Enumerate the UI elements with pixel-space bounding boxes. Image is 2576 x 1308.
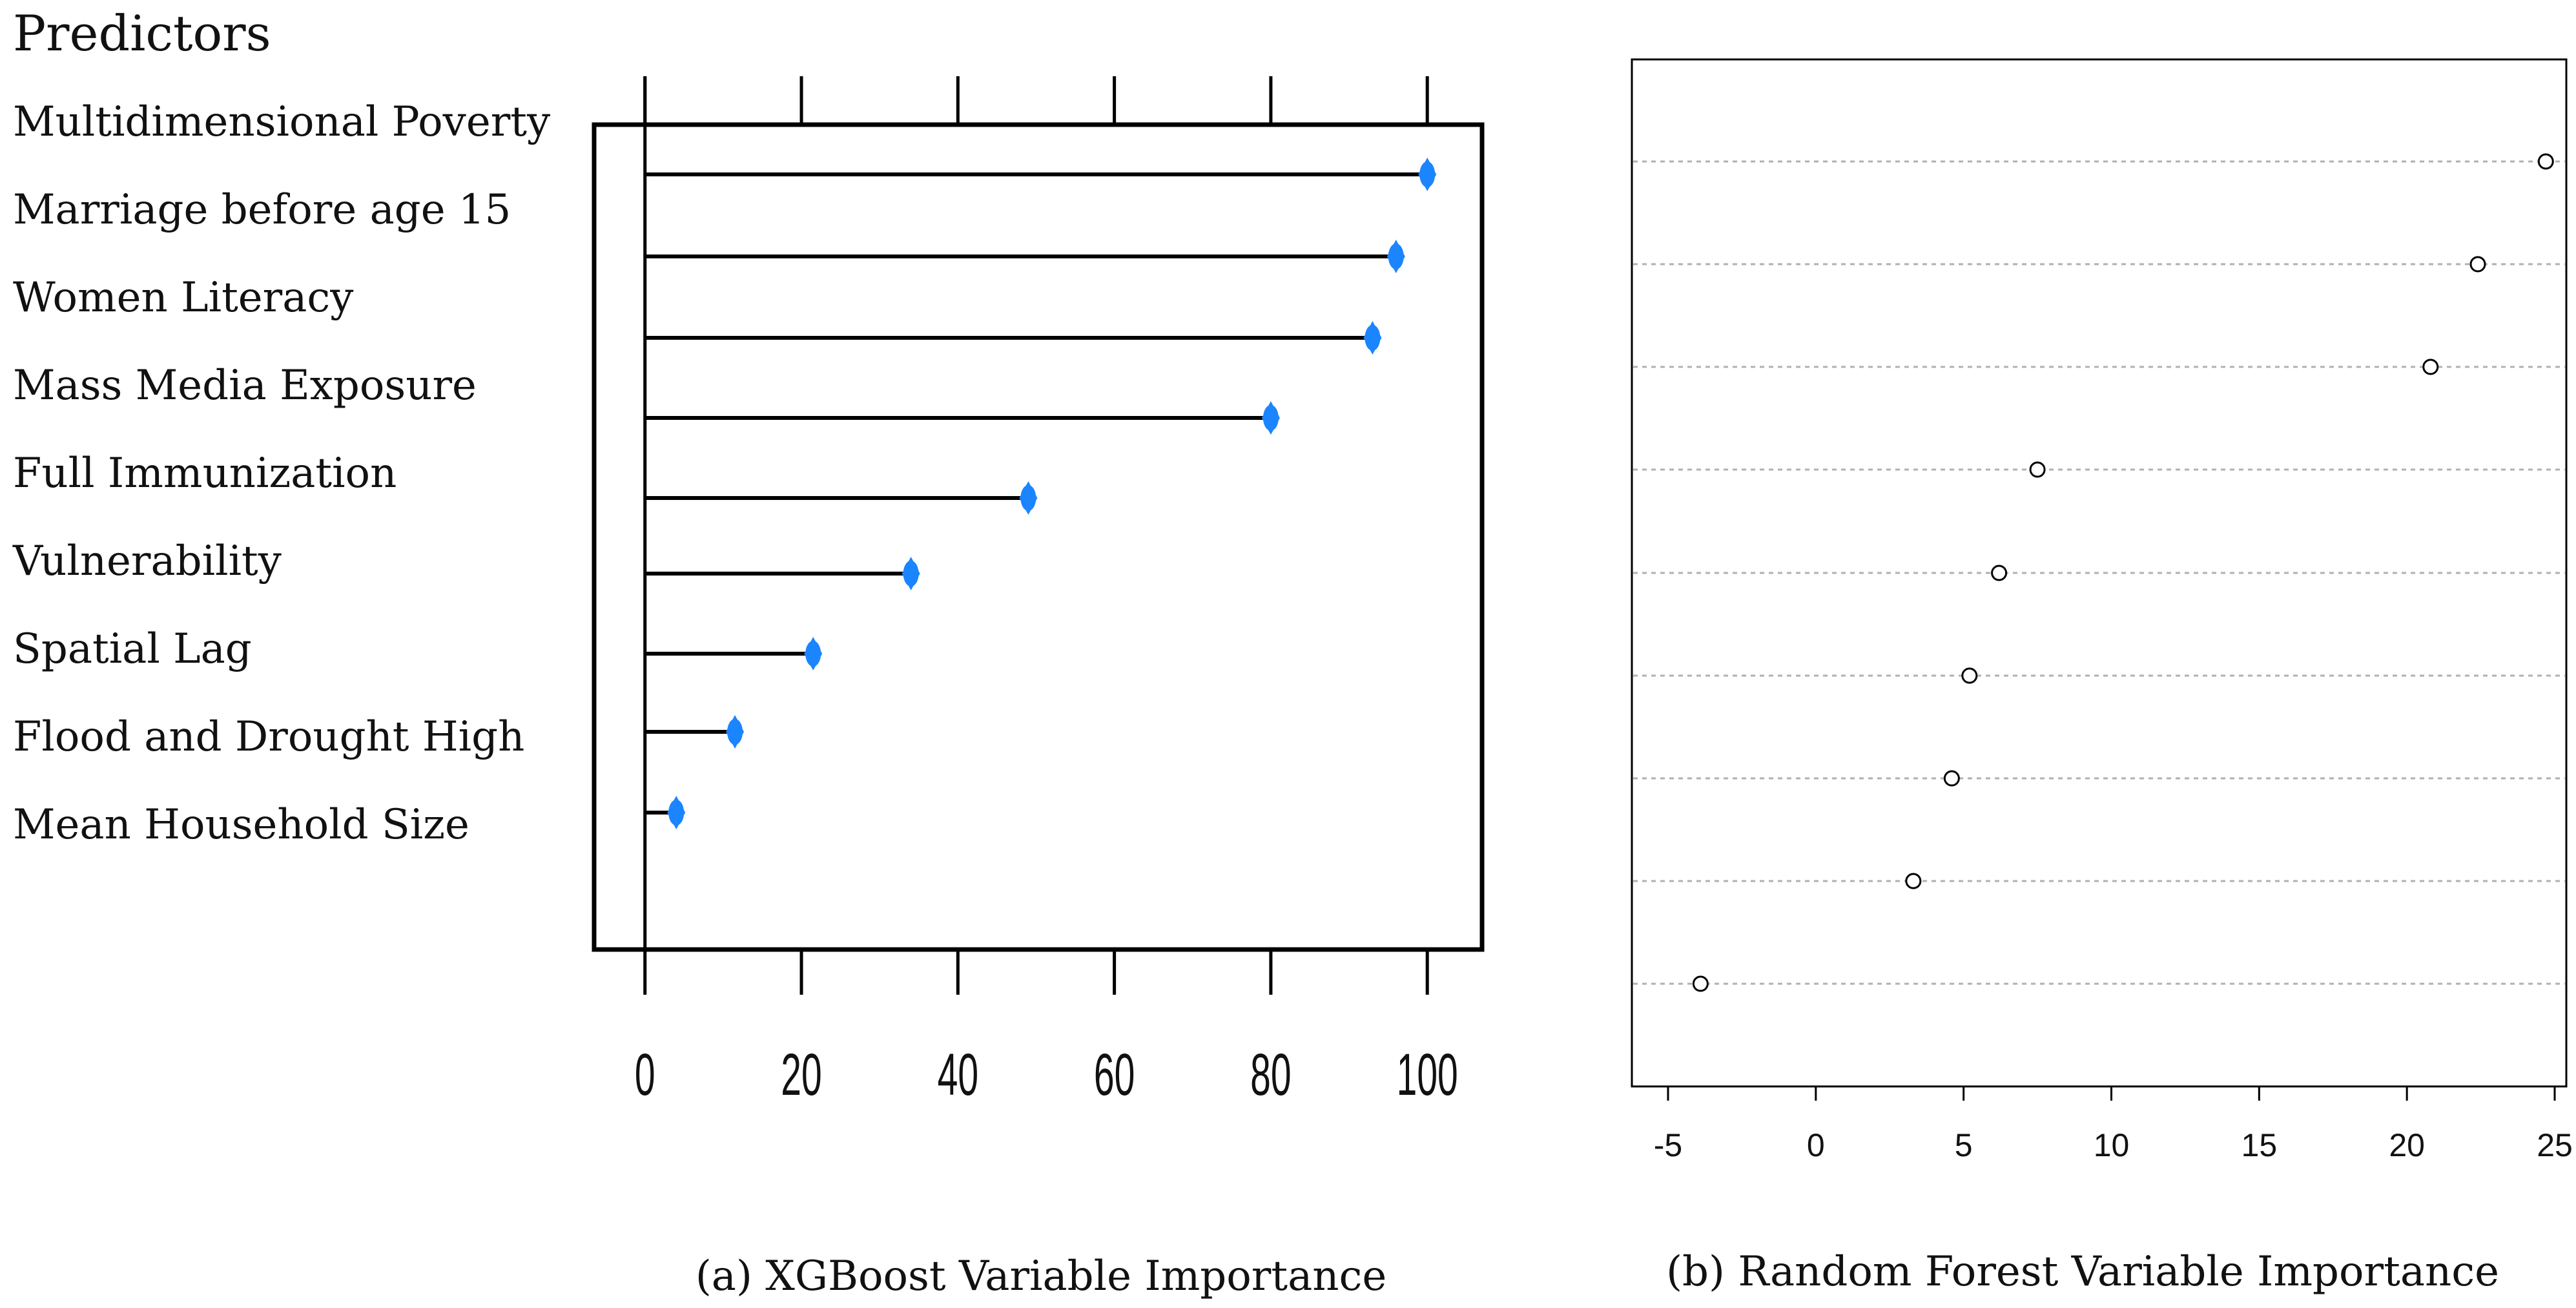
random-forest-point xyxy=(2469,256,2486,273)
predictor-label: Full Immunization xyxy=(13,450,397,497)
xgboost-point-core xyxy=(1020,485,1036,511)
xgboost-tick-label: 40 xyxy=(938,1042,978,1108)
random-forest-point xyxy=(2537,153,2554,170)
xgboost-tick-label: 80 xyxy=(1250,1042,1291,1108)
predictor-label: Women Literacy xyxy=(13,274,353,322)
predictor-labels: Predictors Multidimensional Poverty Marr… xyxy=(12,5,550,849)
xgboost-point-core xyxy=(1365,325,1381,351)
xgboost-point-core xyxy=(727,719,743,745)
random-forest-tick-label: 5 xyxy=(1955,1127,1973,1163)
random-forest-point xyxy=(2422,358,2439,375)
random-forest-point xyxy=(1961,667,1978,684)
predictor-label: Marriage before age 15 xyxy=(13,186,511,234)
random-forest-points xyxy=(1692,153,2554,992)
xgboost-point-core xyxy=(805,641,821,667)
random-forest-tick-label: -5 xyxy=(1654,1127,1682,1163)
predictor-label: Mean Household Size xyxy=(13,801,469,849)
predictor-label: Vulnerability xyxy=(12,537,282,585)
xgboost-plot-frame xyxy=(592,122,1485,952)
xgboost-point-core xyxy=(903,561,919,587)
xgboost-point-core xyxy=(668,800,685,825)
random-forest-tick-label: 10 xyxy=(2094,1127,2130,1163)
random-forest-tick-label: 25 xyxy=(2537,1127,2573,1163)
random-forest-point xyxy=(1692,975,1709,992)
xgboost-tick-label: 60 xyxy=(1094,1042,1135,1108)
random-forest-caption: (b) Random Forest Variable Importance xyxy=(1666,1248,2499,1296)
random-forest-gridlines xyxy=(1633,160,2565,985)
random-forest-point xyxy=(1991,565,2008,581)
random-forest-point xyxy=(1905,873,1922,889)
random-forest-tick-label: 20 xyxy=(2389,1127,2425,1163)
xgboost-chart: 0 20 40 60 80 100 (a) XGBoost Variable Import… xyxy=(592,76,1485,1300)
xgboost-point-core xyxy=(1262,405,1279,431)
xgboost-tick-label: 20 xyxy=(781,1042,821,1108)
predictors-heading: Predictors xyxy=(13,5,271,62)
xgboost-caption: (a) XGBoost Variable Importance xyxy=(696,1252,1386,1300)
predictor-label: Mass Media Exposure xyxy=(13,362,477,410)
predictor-label: Multidimensional Poverty xyxy=(13,98,550,146)
random-forest-point xyxy=(2029,461,2046,478)
predictor-label: Flood and Drought High xyxy=(13,713,524,761)
random-forest-x-axis: -5 0 5 10 15 20 25 xyxy=(1654,1085,2573,1163)
random-forest-tick-label: 15 xyxy=(2241,1127,2278,1163)
xgboost-x-axis: 0 20 40 60 80 100 xyxy=(635,76,1458,1108)
xgboost-stems xyxy=(644,172,1428,815)
xgboost-tick-label: 0 xyxy=(635,1042,655,1108)
xgboost-points xyxy=(667,158,1437,829)
predictor-label: Spatial Lag xyxy=(13,625,252,673)
xgboost-point-core xyxy=(1388,244,1404,269)
random-forest-chart: -5 0 5 10 15 20 25 (b) Random Forest Variable … xyxy=(1631,58,2573,1296)
random-forest-tick-label: 0 xyxy=(1807,1127,1825,1163)
xgboost-point-core xyxy=(1419,161,1436,187)
random-forest-point xyxy=(1943,770,1960,787)
xgboost-tick-label: 100 xyxy=(1397,1042,1458,1108)
